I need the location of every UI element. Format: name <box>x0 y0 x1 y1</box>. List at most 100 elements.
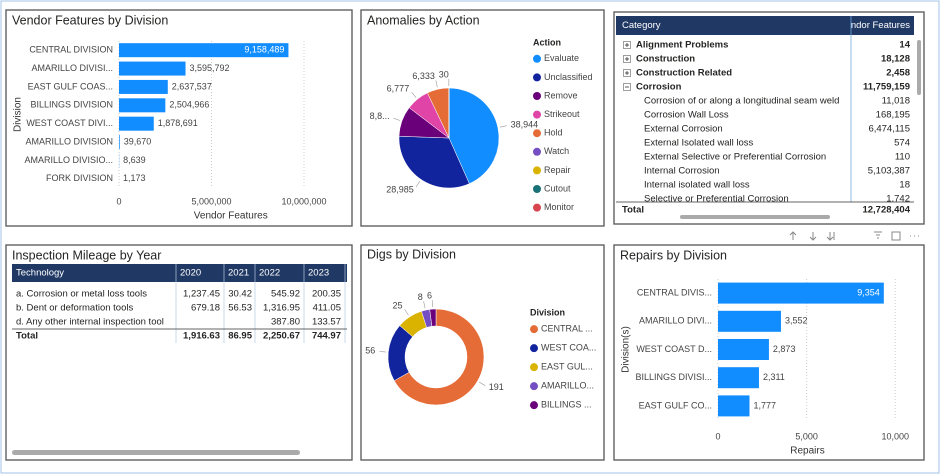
data-label: 2,311 <box>763 372 785 382</box>
panel <box>613 11 925 225</box>
row-label: Total <box>16 331 38 342</box>
toolbar[interactable] <box>789 231 919 241</box>
data-label: 1,777 <box>754 400 777 410</box>
scrollbar[interactable] <box>12 450 300 455</box>
legend-marker <box>533 147 541 156</box>
data-label: 1,878,691 <box>158 118 198 128</box>
data-label: 6,333 <box>412 71 435 81</box>
data-label: 3,552 <box>785 316 808 326</box>
data-label: 25 <box>392 300 402 310</box>
category-label: BILLINGS DIVISION <box>30 100 113 110</box>
icon[interactable] <box>891 231 901 241</box>
cell-value: 30.42 <box>228 289 252 300</box>
row-label: External Corrosion <box>644 124 723 135</box>
icon[interactable] <box>789 231 797 240</box>
legend-marker <box>530 363 538 372</box>
table-header <box>616 16 914 35</box>
bar <box>119 98 166 113</box>
category-label: AMARILLO DIVI... <box>639 316 712 326</box>
cell-value: 200.35 <box>312 289 341 300</box>
row-value: 110 <box>895 152 910 163</box>
data-label: 28,985 <box>386 185 414 195</box>
column-header: 2022 <box>259 268 280 279</box>
legend-marker <box>533 185 541 194</box>
bar <box>119 135 120 150</box>
legend-marker <box>530 401 538 410</box>
legend-label: Watch <box>544 146 569 156</box>
icon[interactable] <box>826 232 835 241</box>
slice <box>393 308 485 406</box>
scrollbar[interactable] <box>680 215 830 219</box>
chart-title: Vendor Features by Division <box>12 13 168 27</box>
x-axis-title: Repairs <box>790 446 824 457</box>
row-value: 18 <box>899 180 910 191</box>
row-value: 11,759,159 <box>863 82 910 93</box>
chart-title: Anomalies by Action <box>367 13 480 27</box>
legend-marker <box>533 203 541 212</box>
row-label: Selective or Preferential Corrosion <box>644 194 789 205</box>
row-label: External Isolated wall loss <box>644 138 754 149</box>
legend-label: Repair <box>544 165 571 175</box>
legend-label: Strikeout <box>544 109 580 119</box>
category-label: EAST GULF CO... <box>639 400 712 410</box>
row-value: 5,103,387 <box>868 166 910 177</box>
leader-line <box>379 351 387 353</box>
leader-line <box>479 381 486 386</box>
icon[interactable] <box>874 231 882 239</box>
row-value: 574 <box>894 138 910 149</box>
row-value: 2,458 <box>886 68 910 79</box>
column-header: 2021 <box>228 268 249 279</box>
cell-value: 1,316.95 <box>263 303 300 314</box>
category-label: AMARILLO DIVISI... <box>31 63 113 73</box>
x-tick-label: 10,000 <box>882 431 910 441</box>
category-label: WEST COAST D... <box>636 344 712 354</box>
row-value: 18,128 <box>881 54 910 65</box>
x-tick-label: 5,000 <box>795 431 818 441</box>
legend-marker <box>533 129 541 138</box>
data-label: 8 <box>418 292 423 302</box>
data-label: 9,158,489 <box>244 45 284 55</box>
column-header: 2023 <box>308 268 329 279</box>
y-axis-title: Division <box>13 97 24 132</box>
slice <box>448 87 500 184</box>
legend-title: Division <box>530 307 565 317</box>
row-label: b. Dent or deformation tools <box>16 303 133 314</box>
legend-label: CENTRAL ... <box>541 324 593 334</box>
cell-value: 387.80 <box>271 317 300 328</box>
cell-value: 679.18 <box>191 303 220 314</box>
bar <box>718 339 769 360</box>
leader-line <box>415 180 421 188</box>
column-header: Category <box>622 20 661 31</box>
slice <box>429 308 437 327</box>
icon[interactable] <box>809 232 817 241</box>
legend-marker <box>533 73 541 82</box>
column-header: Technology <box>16 268 64 279</box>
data-label: 8,8... <box>370 111 390 121</box>
cell-value: 133.57 <box>312 317 341 328</box>
row-value: 6,474,115 <box>868 124 910 135</box>
data-label: 39,670 <box>124 136 152 146</box>
row-label: Corrosion <box>636 82 682 93</box>
scrollbar[interactable] <box>917 40 921 95</box>
data-label: 8,639 <box>123 155 146 165</box>
row-value: 168,195 <box>876 110 910 121</box>
row-label: Corrosion Wall Loss <box>644 110 729 121</box>
category-label: BILLINGS DIVISI... <box>635 372 712 382</box>
x-tick-label: 10,000,000 <box>281 196 326 206</box>
leader-line <box>393 117 401 121</box>
category-label: EAST GULF COAS... <box>28 81 113 91</box>
bar <box>718 310 781 332</box>
data-label: 2,637,537 <box>172 81 212 91</box>
data-label: 6 <box>427 291 432 301</box>
legend-label: WEST COA... <box>541 343 596 353</box>
data-label: 2,873 <box>773 344 796 354</box>
bar <box>119 61 186 76</box>
leader-line <box>435 80 438 88</box>
bar <box>119 116 154 131</box>
bar <box>119 43 289 58</box>
total-label: Total <box>622 205 644 216</box>
legend-label: Evaluate <box>544 53 579 63</box>
legend-label: Remove <box>544 90 578 100</box>
cell-value: 744.97 <box>312 331 341 342</box>
